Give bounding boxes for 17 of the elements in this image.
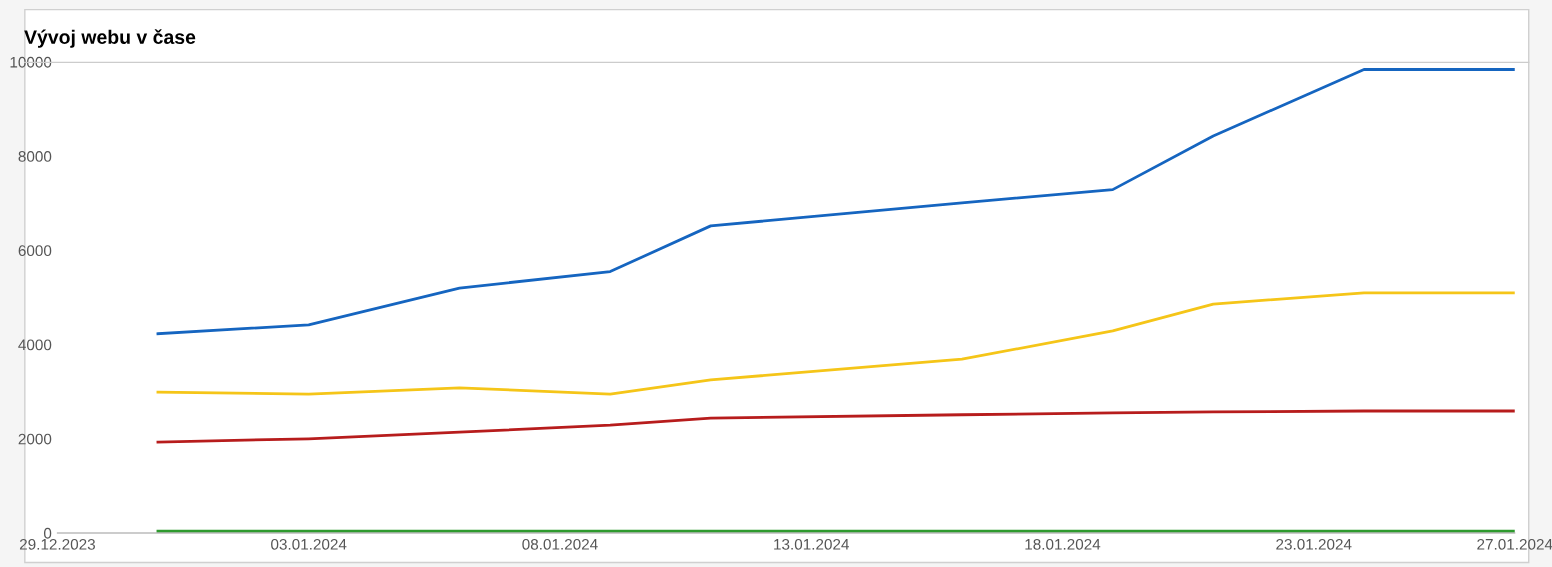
y-tick-label: 10000 (10, 56, 52, 68)
y-tick-label: 0 (43, 527, 52, 539)
x-tick-label: 29.12.2023 (19, 538, 95, 550)
x-tick-label: 03.01.2024 (271, 538, 347, 550)
y-tick-label: 8000 (18, 151, 52, 162)
x-tick-label: 18.01.2024 (1025, 538, 1101, 550)
y-tick-label: 6000 (18, 245, 52, 257)
x-tick-label: 13.01.2024 (774, 538, 849, 550)
x-tick-label: 23.01.2024 (1276, 538, 1352, 550)
x-tick-label: 27.01.2024 (1477, 538, 1552, 550)
y-tick-label: 4000 (18, 339, 52, 351)
x-tick-label: 08.01.2024 (522, 538, 598, 550)
line-series (156, 68, 1515, 336)
line-series (156, 291, 1515, 396)
chart-title: Vývoj webu v čase (24, 29, 196, 48)
line-series (156, 409, 1515, 444)
y-tick-label: 2000 (18, 433, 52, 445)
